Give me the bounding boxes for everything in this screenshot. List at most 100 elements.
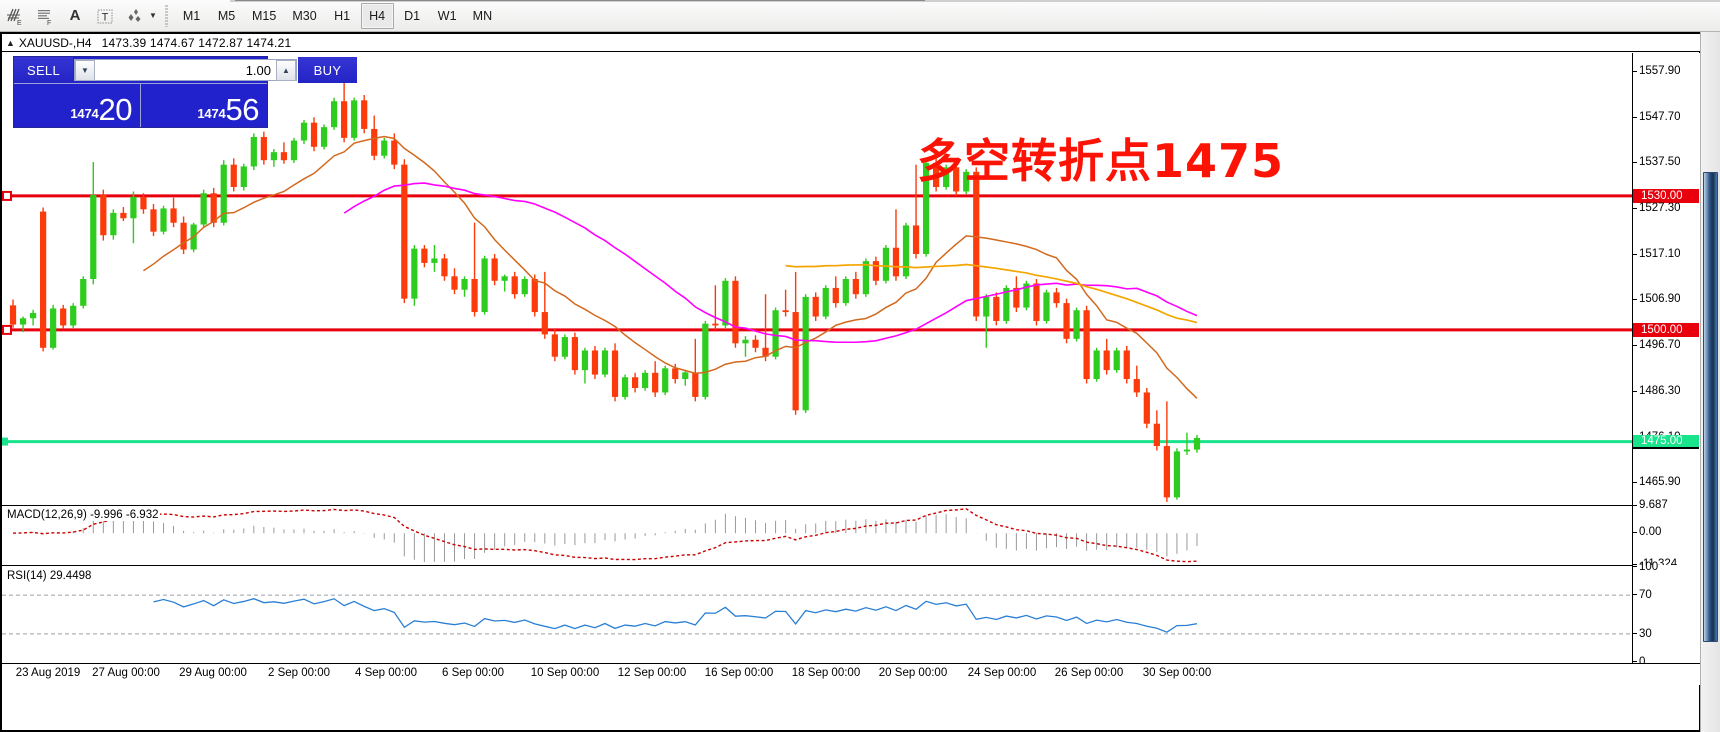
macd-axis-label: 9.687 — [1639, 499, 1668, 511]
buy-button[interactable]: BUY — [298, 57, 357, 83]
vertical-scrollbar[interactable] — [1700, 32, 1720, 732]
time-axis-label: 2 Sep 00:00 — [267, 667, 331, 679]
time-axis-label: 23 Aug 2019 — [15, 667, 81, 679]
price-axis-tick — [1633, 162, 1637, 164]
price-axis-label: 1537.50 — [1639, 156, 1681, 169]
price-level-badge[interactable]: 1530.00 — [1633, 188, 1699, 203]
trade-panel-top-row: SELL ▼ ▲ BUY — [14, 57, 357, 83]
price-axis-tick — [1633, 482, 1637, 484]
svg-text:T: T — [102, 11, 109, 23]
time-axis-label: 30 Sep 00:00 — [1142, 667, 1212, 679]
chart-ohlc-values: 1473.39 1474.67 1472.87 1474.21 — [101, 35, 292, 50]
objects-icon[interactable] — [120, 2, 150, 30]
scrollbar-thumb[interactable] — [1703, 172, 1718, 642]
buy-price-display[interactable]: 1474 56 — [140, 84, 267, 127]
volume-increment-button[interactable]: ▲ — [276, 59, 296, 81]
time-axis-label: 20 Sep 00:00 — [878, 667, 948, 679]
rsi-axis-tick — [1633, 566, 1637, 567]
macd-indicator-label: MACD(12,26,9) -9.996 -6.932 — [6, 509, 160, 521]
toolbar-separator — [163, 4, 170, 27]
sell-price-display[interactable]: 1474 20 — [14, 84, 140, 127]
macd-axis: 9.687 0.00 -11.324 — [1633, 499, 1700, 570]
timeframe-m15[interactable]: M15 — [252, 8, 277, 23]
timeframe-m1[interactable]: M1 — [182, 8, 201, 23]
timeframe-h1[interactable]: H1 — [334, 8, 351, 23]
buy-price-pips: 56 — [225, 92, 260, 127]
sell-button[interactable]: SELL — [14, 57, 73, 83]
price-axis[interactable]: 1557.90 1547.70 1537.50 1530.00 1527.30 1517.… — [1633, 53, 1700, 505]
indicators-icon[interactable]: E — [0, 2, 30, 30]
trade-panel-price-row: 1474 20 1474 56 — [14, 83, 267, 127]
time-axis-label: 24 Sep 00:00 — [967, 667, 1037, 679]
rsi-axis-label: 100 — [1639, 561, 1659, 573]
time-axis[interactable]: 23 Aug 2019 27 Aug 00:00 29 Aug 00:00 2 Sep… — [2, 663, 1700, 685]
rsi-axis-tick — [1633, 661, 1637, 662]
price-level-badge[interactable]: 1500.00 — [1633, 322, 1699, 337]
rsi-axis: 100 70 30 0 — [1633, 561, 1700, 668]
rsi-axis-tick — [1633, 632, 1637, 634]
price-axis-tick — [1633, 71, 1637, 73]
main-toolbar: E F A T — [0, 0, 1720, 32]
time-axis-label: 29 Aug 00:00 — [179, 667, 247, 679]
price-axis-label: 1506.90 — [1639, 293, 1681, 306]
macd-axis-label: 0.00 — [1639, 526, 1662, 539]
price-axis-tick — [1633, 116, 1637, 118]
text-label-glyph: T — [97, 9, 113, 23]
chart-collapse-icon[interactable]: ▲ — [6, 37, 15, 48]
text-icon[interactable]: A — [69, 7, 81, 24]
price-axis-tick — [1633, 299, 1637, 301]
timeframe-d1[interactable]: D1 — [404, 8, 421, 23]
buy-price-prefix: 1474 — [197, 106, 226, 121]
price-axis-label: 1465.90 — [1639, 476, 1681, 489]
price-axis-tick — [1633, 253, 1637, 255]
price-axis-label: 1527.30 — [1639, 201, 1681, 214]
time-axis-label: 12 Sep 00:00 — [617, 667, 687, 679]
rsi-axis-label: 0 — [1639, 656, 1646, 668]
time-axis-label: 4 Sep 00:00 — [354, 667, 418, 679]
rsi-pane[interactable]: RSI(14) 29.4498 — [2, 565, 1632, 663]
chart-annotation-text: 多空转折点1475 — [917, 134, 1285, 188]
timeframe-m30[interactable]: M30 — [292, 8, 317, 23]
toolbar-divider-2 — [235, 0, 925, 1]
price-axis-label: 1557.90 — [1639, 65, 1681, 78]
templates-glyph: F — [38, 9, 51, 26]
chart-symbol-bar: ▲ XAUUSD-,H4 1473.39 1474.67 1472.87 147… — [2, 34, 1700, 52]
price-axis-label: 1496.70 — [1639, 338, 1681, 351]
sell-price-prefix: 1474 — [70, 106, 99, 121]
macd-axis-tick — [1633, 532, 1637, 534]
price-axis-label: 1547.70 — [1639, 110, 1681, 123]
indicators-glyph: E — [7, 8, 22, 26]
chart-window[interactable]: ▲ XAUUSD-,H4 1473.39 1474.67 1472.87 147… — [0, 32, 1700, 732]
time-axis-labels: 23 Aug 2019 27 Aug 00:00 29 Aug 00:00 2 Sep… — [2, 664, 1632, 686]
timeframe-m5[interactable]: M5 — [217, 8, 236, 23]
sell-price-pips: 20 — [98, 92, 133, 127]
price-axis-label: 1517.10 — [1639, 247, 1681, 260]
volume-stepper[interactable]: ▼ ▲ — [74, 59, 297, 81]
volume-decrement-button[interactable]: ▼ — [75, 59, 95, 81]
macd-axis-tick — [1633, 505, 1637, 506]
volume-input[interactable] — [95, 62, 276, 78]
one-click-trading-panel[interactable]: SELL ▼ ▲ BUY 1474 20 1474 56 — [13, 56, 357, 128]
time-axis-label: 16 Sep 00:00 — [704, 667, 774, 679]
chart-symbol-label: XAUUSD-,H4 — [18, 35, 92, 50]
macd-chart-svg — [12, 508, 1198, 563]
current-price-badge[interactable]: 1475.00 — [1633, 434, 1699, 449]
rsi-axis-label: 70 — [1639, 589, 1652, 602]
timeframe-mn[interactable]: MN — [472, 8, 493, 23]
price-axis-tick — [1633, 207, 1637, 209]
time-axis-label: 6 Sep 00:00 — [441, 667, 505, 679]
price-axis-label: 1486.30 — [1639, 385, 1681, 398]
price-axis-tick — [1633, 344, 1637, 346]
price-pane[interactable]: 多空转折点1475 — [2, 53, 1632, 505]
timeframe-w1[interactable]: W1 — [437, 8, 457, 23]
timeframe-h4[interactable]: H4 — [360, 2, 394, 29]
time-axis-label: 26 Sep 00:00 — [1054, 667, 1124, 679]
objects-dropdown-arrow[interactable]: ▼ — [149, 11, 157, 20]
macd-pane[interactable]: MACD(12,26,9) -9.996 -6.932 — [2, 505, 1632, 565]
templates-icon[interactable]: F — [30, 2, 60, 30]
rsi-axis-tick — [1633, 594, 1637, 596]
price-chart-svg — [2, 77, 1632, 502]
text-label-icon[interactable]: T — [90, 2, 120, 30]
rsi-indicator-label: RSI(14) 29.4498 — [6, 570, 93, 582]
macd-axis-tick — [1633, 564, 1637, 565]
